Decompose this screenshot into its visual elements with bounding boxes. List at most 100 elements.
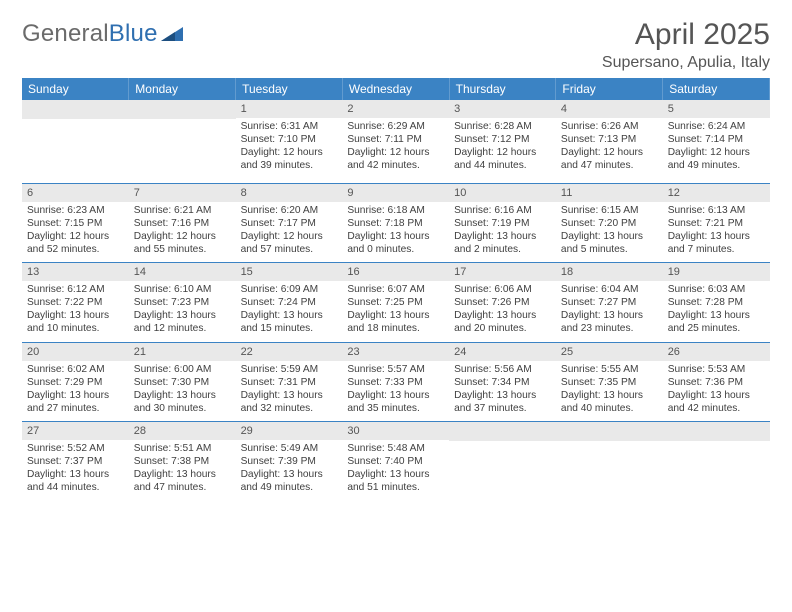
daylight-line: and 5 minutes. (561, 243, 658, 256)
daylight-line: Daylight: 13 hours (454, 309, 551, 322)
day-number (22, 100, 129, 119)
daylight-line: and 52 minutes. (27, 243, 124, 256)
daylight-line: and 40 minutes. (561, 402, 658, 415)
daylight-line: and 35 minutes. (347, 402, 444, 415)
sunrise-line: Sunrise: 6:00 AM (134, 363, 231, 376)
title-block: April 2025 Supersano, Apulia, Italy (602, 18, 770, 72)
sunrise-line: Sunrise: 5:57 AM (347, 363, 444, 376)
day-cell: 5 Sunrise: 6:24 AMSunset: 7:14 PMDaylight… (663, 100, 770, 184)
daylight-line: Daylight: 13 hours (241, 309, 338, 322)
sunrise-line: Sunrise: 6:03 AM (668, 283, 765, 296)
day-details: Sunrise: 5:57 AMSunset: 7:33 PMDaylight:… (342, 363, 449, 417)
day-number: 17 (449, 263, 556, 281)
day-number (449, 422, 556, 441)
sunrise-line: Sunrise: 6:28 AM (454, 120, 551, 133)
sunset-line: Sunset: 7:14 PM (668, 133, 765, 146)
sunrise-line: Sunrise: 6:29 AM (347, 120, 444, 133)
daylight-line: Daylight: 13 hours (27, 389, 124, 402)
dayhead-mon: Monday (129, 78, 236, 100)
day-details: Sunrise: 6:26 AMSunset: 7:13 PMDaylight:… (556, 120, 663, 174)
day-cell: 26 Sunrise: 5:53 AMSunset: 7:36 PMDayligh… (663, 342, 770, 421)
daylight-line: Daylight: 13 hours (241, 389, 338, 402)
daylight-line: Daylight: 13 hours (241, 468, 338, 481)
daylight-line: Daylight: 13 hours (134, 468, 231, 481)
day-cell: 21Sunrise: 6:00 AMSunset: 7:30 PMDayligh… (129, 342, 236, 421)
sunrise-line: Sunrise: 6:24 AM (668, 120, 765, 133)
daylight-line: Daylight: 12 hours (668, 146, 765, 159)
daylight-line: Daylight: 12 hours (134, 230, 231, 243)
daylight-line: and 49 minutes. (668, 159, 765, 172)
daylight-line: and 25 minutes. (668, 322, 765, 335)
day-cell: 25Sunrise: 5:55 AMSunset: 7:35 PMDayligh… (556, 342, 663, 421)
dayhead-sat: Saturday (663, 78, 770, 100)
day-number (129, 100, 236, 119)
day-cell: 8Sunrise: 6:20 AMSunset: 7:17 PMDaylight… (236, 184, 343, 263)
day-number: 6 (22, 184, 129, 202)
day-details: Sunrise: 6:06 AMSunset: 7:26 PMDaylight:… (449, 283, 556, 337)
daylight-line: and 47 minutes. (134, 481, 231, 494)
daylight-line: and 49 minutes. (241, 481, 338, 494)
sunset-line: Sunset: 7:30 PM (134, 376, 231, 389)
daylight-line: and 18 minutes. (347, 322, 444, 335)
day-number: 13 (22, 263, 129, 281)
daylight-line: and 10 minutes. (27, 322, 124, 335)
day-details: Sunrise: 6:24 AMSunset: 7:14 PMDaylight:… (663, 120, 770, 174)
daylight-line: and 42 minutes. (668, 402, 765, 415)
sunrise-line: Sunrise: 6:06 AM (454, 283, 551, 296)
sunrise-line: Sunrise: 5:56 AM (454, 363, 551, 376)
daylight-line: and 32 minutes. (241, 402, 338, 415)
daylight-line: and 12 minutes. (134, 322, 231, 335)
day-details: Sunrise: 6:03 AMSunset: 7:28 PMDaylight:… (663, 283, 770, 337)
day-details: Sunrise: 5:48 AMSunset: 7:40 PMDaylight:… (342, 442, 449, 496)
daylight-line: and 55 minutes. (134, 243, 231, 256)
day-number: 9 (342, 184, 449, 202)
day-number: 25 (556, 343, 663, 361)
sunset-line: Sunset: 7:11 PM (347, 133, 444, 146)
sunrise-line: Sunrise: 6:21 AM (134, 204, 231, 217)
day-cell: 29Sunrise: 5:49 AMSunset: 7:39 PMDayligh… (236, 421, 343, 505)
sunset-line: Sunset: 7:13 PM (561, 133, 658, 146)
daylight-line: Daylight: 13 hours (347, 389, 444, 402)
logo-triangle-icon (161, 23, 183, 46)
day-number: 5 (663, 100, 770, 118)
daylight-line: Daylight: 12 hours (561, 146, 658, 159)
day-cell: 18Sunrise: 6:04 AMSunset: 7:27 PMDayligh… (556, 263, 663, 342)
sunrise-line: Sunrise: 6:18 AM (347, 204, 444, 217)
sunset-line: Sunset: 7:26 PM (454, 296, 551, 309)
daylight-line: Daylight: 13 hours (561, 389, 658, 402)
daylight-line: Daylight: 13 hours (668, 309, 765, 322)
day-number: 8 (236, 184, 343, 202)
daylight-line: Daylight: 13 hours (347, 230, 444, 243)
dayhead-sun: Sunday (22, 78, 129, 100)
sunrise-line: Sunrise: 6:26 AM (561, 120, 658, 133)
day-details: Sunrise: 5:53 AMSunset: 7:36 PMDaylight:… (663, 363, 770, 417)
day-number: 26 (663, 343, 770, 361)
sunrise-line: Sunrise: 6:23 AM (27, 204, 124, 217)
day-cell: 6Sunrise: 6:23 AMSunset: 7:15 PMDaylight… (22, 184, 129, 263)
day-details (449, 443, 556, 501)
day-details: Sunrise: 6:31 AMSunset: 7:10 PMDaylight:… (236, 120, 343, 174)
daylight-line: and 30 minutes. (134, 402, 231, 415)
sunrise-line: Sunrise: 6:07 AM (347, 283, 444, 296)
day-cell: 23Sunrise: 5:57 AMSunset: 7:33 PMDayligh… (342, 342, 449, 421)
sunset-line: Sunset: 7:22 PM (27, 296, 124, 309)
day-details: Sunrise: 6:10 AMSunset: 7:23 PMDaylight:… (129, 283, 236, 337)
daylight-line: and 44 minutes. (27, 481, 124, 494)
daylight-line: Daylight: 13 hours (561, 309, 658, 322)
day-cell: 13Sunrise: 6:12 AMSunset: 7:22 PMDayligh… (22, 263, 129, 342)
sunset-line: Sunset: 7:33 PM (347, 376, 444, 389)
day-cell: 12Sunrise: 6:13 AMSunset: 7:21 PMDayligh… (663, 184, 770, 263)
sunrise-line: Sunrise: 6:02 AM (27, 363, 124, 376)
day-cell: 24Sunrise: 5:56 AMSunset: 7:34 PMDayligh… (449, 342, 556, 421)
day-details: Sunrise: 5:52 AMSunset: 7:37 PMDaylight:… (22, 442, 129, 496)
sunset-line: Sunset: 7:37 PM (27, 455, 124, 468)
sunset-line: Sunset: 7:36 PM (668, 376, 765, 389)
sunset-line: Sunset: 7:20 PM (561, 217, 658, 230)
day-cell: 28Sunrise: 5:51 AMSunset: 7:38 PMDayligh… (129, 421, 236, 505)
sunrise-line: Sunrise: 6:13 AM (668, 204, 765, 217)
day-number: 10 (449, 184, 556, 202)
day-cell: 11Sunrise: 6:15 AMSunset: 7:20 PMDayligh… (556, 184, 663, 263)
daylight-line: and 39 minutes. (241, 159, 338, 172)
day-details: Sunrise: 6:21 AMSunset: 7:16 PMDaylight:… (129, 204, 236, 258)
day-details (129, 121, 236, 179)
